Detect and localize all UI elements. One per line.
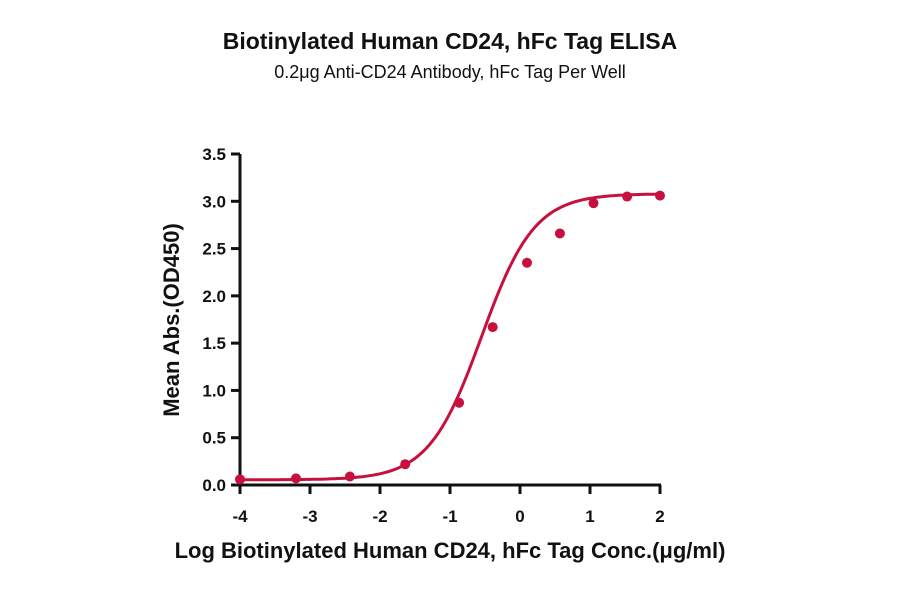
- chart-subtitle: 0.2μg Anti-CD24 Antibody, hFc Tag Per We…: [274, 62, 626, 82]
- x-tick-label: 0: [515, 507, 524, 526]
- data-point: [235, 474, 245, 485]
- y-tick-label: 3.5: [202, 145, 226, 164]
- y-tick-label: 1.5: [202, 334, 226, 353]
- data-point: [655, 190, 665, 201]
- data-point: [400, 459, 411, 470]
- y-tick-label: 3.0: [202, 192, 226, 211]
- data-point: [291, 473, 301, 484]
- data-point: [522, 257, 532, 268]
- data-point: [622, 191, 633, 202]
- y-tick-label: 0.5: [202, 429, 226, 448]
- fit-curve: [240, 192, 660, 482]
- data-point: [554, 228, 565, 239]
- y-tick-label: 2.0: [202, 287, 226, 306]
- y-tick-label: 1.0: [202, 381, 226, 400]
- chart-title: Biotinylated Human CD24, hFc Tag ELISA: [222, 28, 678, 54]
- x-tick-label: -1: [442, 507, 457, 526]
- y-tick-label: 0.0: [202, 476, 226, 495]
- x-tick-label: 1: [585, 507, 594, 526]
- data-points: [235, 190, 665, 485]
- data-point: [487, 322, 498, 333]
- x-tick-label: 2: [655, 507, 664, 526]
- x-tick-label: -4: [232, 507, 248, 526]
- data-point: [454, 397, 465, 408]
- y-tick-label: 2.5: [202, 240, 226, 259]
- x-tick-label: -3: [302, 507, 317, 526]
- data-point: [344, 471, 355, 482]
- axes: 0.0 0.5 1.0 1.5 2.0 2.5 3.0 3.5 -4 -3 -2 -1 0 1 2: [202, 145, 664, 526]
- x-axis-label: Log Biotinylated Human CD24, hFc Tag Con…: [174, 538, 726, 563]
- x-tick-label: -2: [372, 507, 387, 526]
- data-point: [588, 198, 599, 209]
